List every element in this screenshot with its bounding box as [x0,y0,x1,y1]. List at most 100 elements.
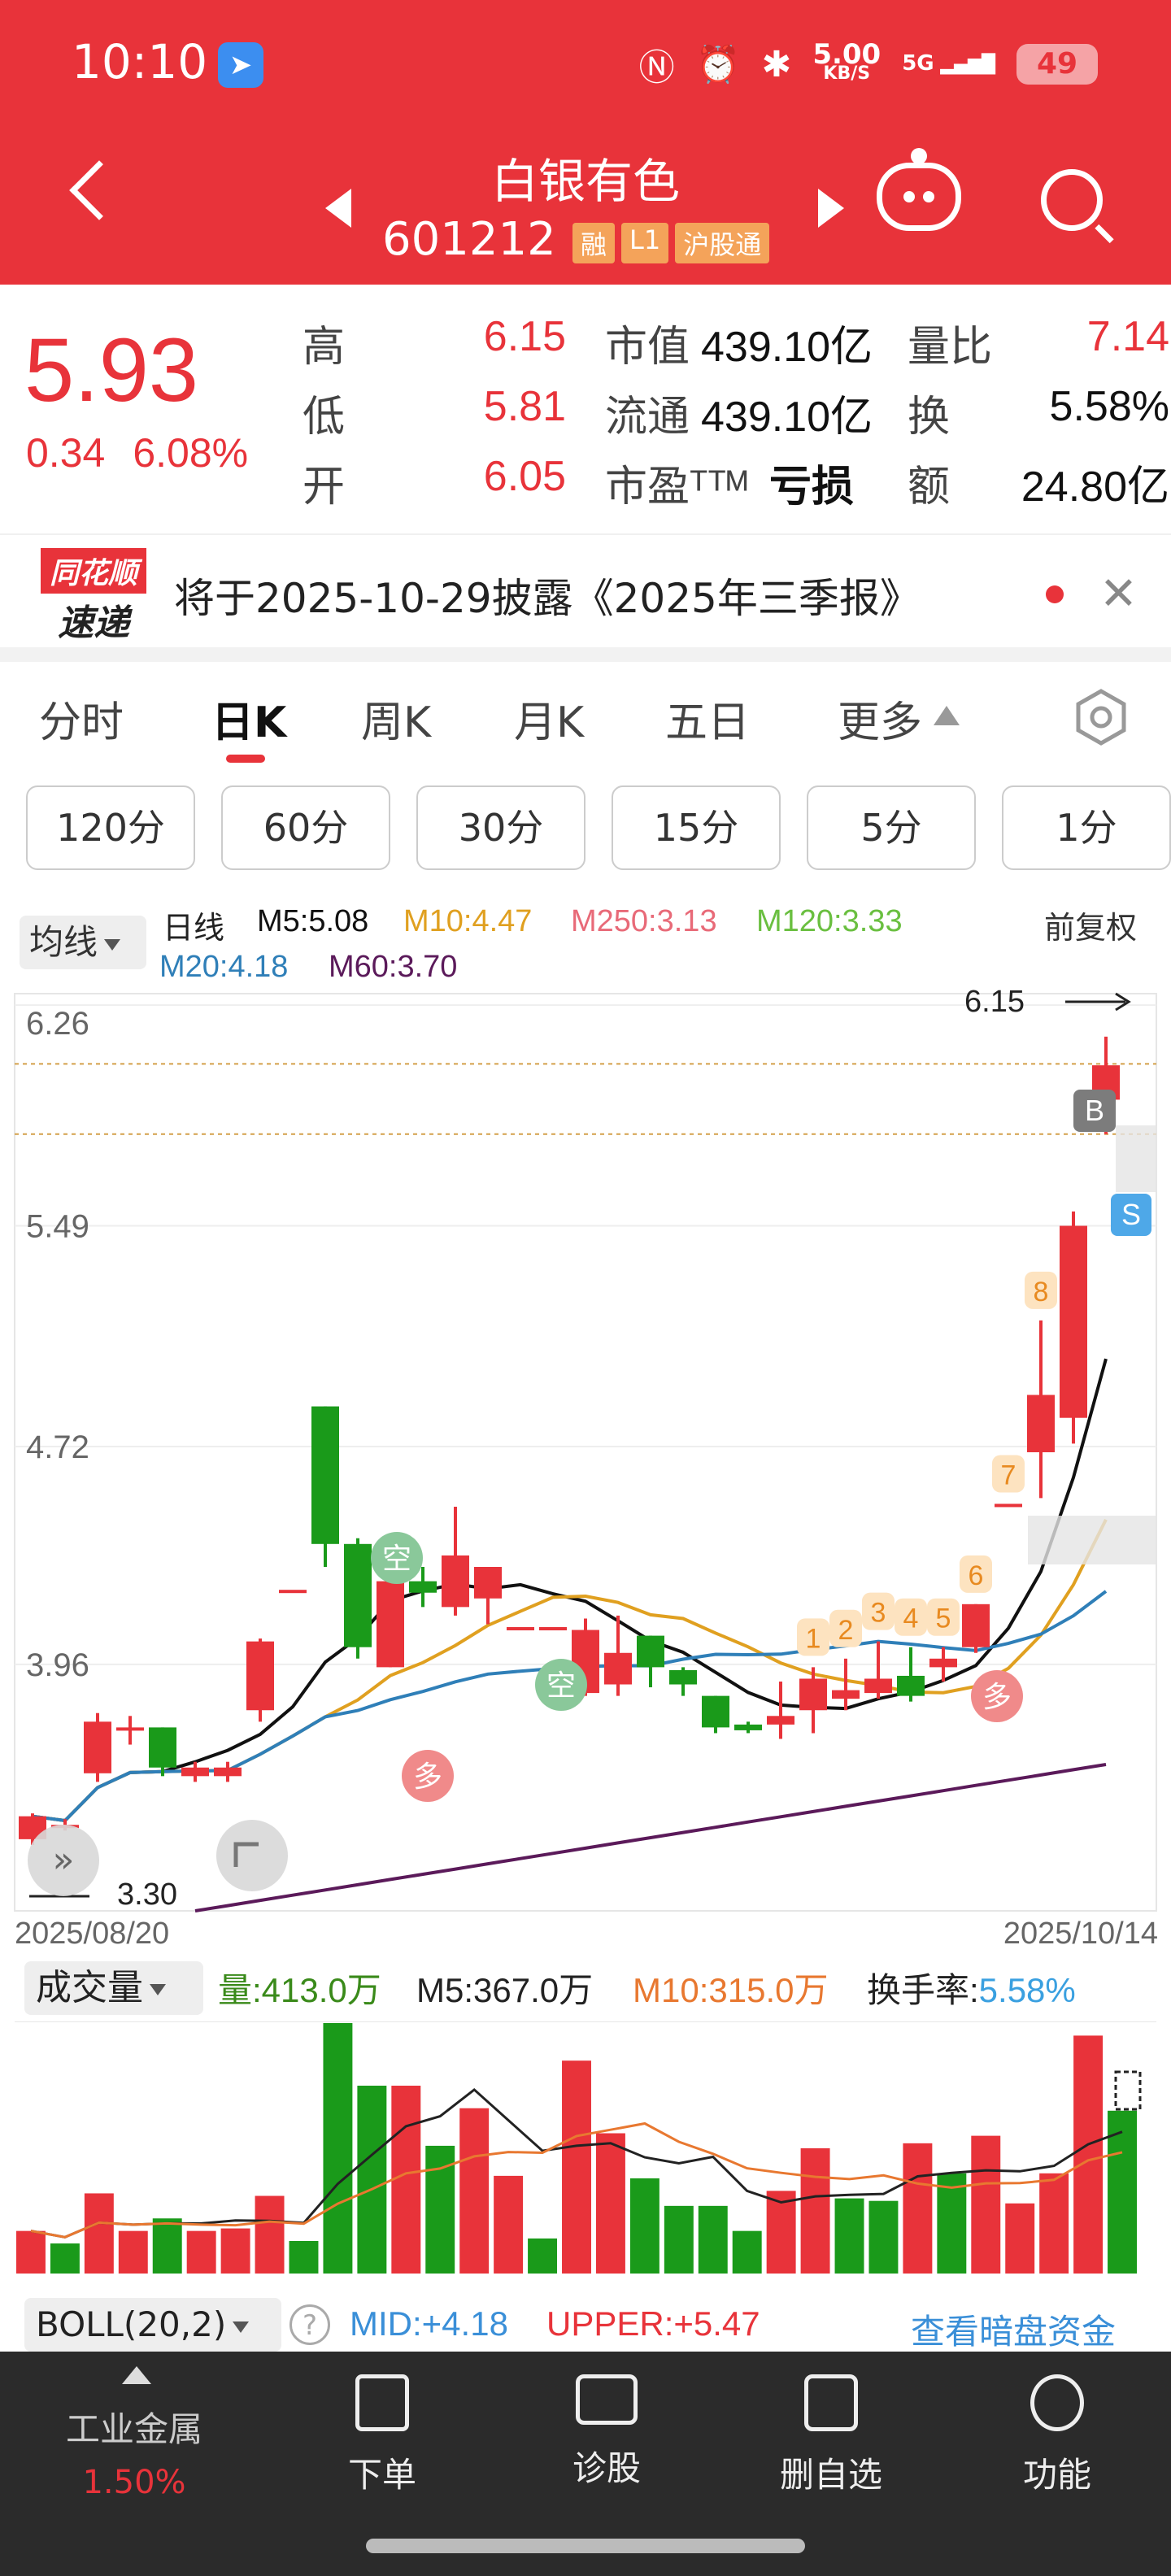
period-15min[interactable]: 15分 [612,785,781,870]
candle-body [116,1727,144,1731]
sector-name[interactable]: 工业金属 [65,2409,202,2449]
candle-body [442,1555,469,1608]
tab-daily-k[interactable]: 日K [211,698,287,747]
sell-badge-label: S [1121,1198,1141,1231]
tab-weekly-k[interactable]: 周K [361,698,432,747]
dark-pool-link[interactable]: 查看暗盘资金 [911,2313,1117,2351]
volume-ma10-line [30,2121,1123,2239]
volume-ratio-value: 7.14 [1086,313,1169,360]
remove-watchlist-button[interactable]: 删自选 [734,2374,929,2497]
volume-bar [255,2195,285,2274]
amount-value: 24.80亿 [1021,463,1169,511]
y-tick-label: 4.72 [26,1429,89,1465]
volume-bar [152,2218,182,2274]
chart-frame [14,993,1157,1912]
open-label: 开 [303,463,346,511]
tag-margin: 融 [572,223,616,263]
function-button[interactable]: 功能 [960,2374,1155,2497]
td-marker-label: 2 [838,1615,854,1646]
status-icons: Ⓝ ⏰ ✱ 5.00 KB/S 5G ▂▄▆█ 49 [639,36,1098,93]
diagnose-button[interactable]: 诊股 [509,2374,704,2491]
header-bar: 10:10 ➤ Ⓝ ⏰ ✱ 5.00 KB/S 5G ▂▄▆█ 49 白银有色 6… [0,0,1171,285]
volume-indicator-select[interactable]: 成交量 [24,1961,203,2015]
candlestick-chart[interactable]: 6.265.494.723.961 23 4 56786.153.30BS空空多多»2… [0,984,1171,1952]
tab-more[interactable]: 更多 [838,698,923,747]
td-marker [992,1455,1025,1493]
pe-label: 市盈ᵀᵀᴹ [605,463,748,511]
more-caret-icon [934,706,960,725]
notice-text[interactable]: 将于2025-10-29披露《2025年三季报》 [174,575,921,622]
notice-bar[interactable]: 同花顺 速递 将于2025-10-29披露《2025年三季报》 ✕ [0,533,1171,647]
ma5-value: M5:5.08 [257,904,369,938]
expand-left-button [28,1825,99,1896]
pe-value: 亏损 [769,463,855,511]
fullscreen-icon [233,1842,259,1867]
candle-body [409,1581,437,1593]
ma120-value: M120:3.33 [756,904,903,938]
volume-bar [289,2240,319,2274]
order-button[interactable]: 下单 [285,2374,480,2497]
help-icon[interactable]: ? [289,2304,330,2345]
tab-intraday[interactable]: 分时 [39,698,124,747]
td-marker-label: 1 [806,1623,821,1654]
stock-tags: 融 L1 沪股通 [572,223,770,263]
high-label: 高 [303,324,346,371]
period-60min[interactable]: 60分 [221,785,390,870]
prev-stock-icon[interactable] [325,189,351,228]
next-stock-icon[interactable] [818,189,844,228]
volume-bar [562,2060,591,2274]
candle-body [864,1678,892,1694]
fullscreen-button [216,1820,288,1891]
volume-bar [16,2230,46,2274]
candle-body [311,1406,339,1544]
boll-select[interactable]: BOLL(20,2) [24,2298,281,2352]
adjust-mode[interactable]: 前复权 [1044,912,1138,946]
low-mark-label: 3.30 [117,1878,177,1912]
range-shade [1116,1125,1156,1192]
volume-bar [84,2193,114,2274]
volume-bar [664,2205,694,2274]
indicator-select[interactable]: 均线 [20,916,146,969]
volume-bar [937,2173,967,2274]
tab-five-day[interactable]: 五日 [665,698,751,747]
volume-ma5: M5:367.0万 [416,1971,594,2009]
home-indicator[interactable] [366,2539,805,2553]
back-icon[interactable] [69,160,129,220]
expand-up-icon[interactable] [122,2366,151,2384]
dropdown-icon [104,938,121,951]
volume-bar [118,2230,148,2274]
battery-icon: 49 [1016,44,1098,85]
diagnose-icon [576,2374,638,2425]
period-1min[interactable]: 1分 [1002,785,1171,870]
candle-body [734,1724,762,1730]
volume-ma10: M10:315.0万 [633,1971,829,2009]
td-marker-label: 5 [936,1603,951,1634]
status-time: 10:10 [72,34,208,89]
signal-bubble-label: 空 [546,1669,576,1703]
change-percent: 6.08% [133,430,249,476]
td-marker [895,1598,927,1636]
period-5min[interactable]: 5分 [807,785,976,870]
sell-badge [1111,1194,1151,1236]
robot-assistant-icon[interactable] [877,163,961,231]
period-30min[interactable]: 30分 [416,785,586,870]
active-tab-indicator [226,755,265,763]
settings-icon[interactable] [1072,688,1130,746]
volume-bar [220,2228,250,2274]
search-icon[interactable] [1041,169,1103,231]
volume-chart[interactable] [0,2021,1171,2282]
volume-bar [528,2238,558,2274]
td-marker-label: 3 [871,1598,886,1629]
close-icon[interactable]: ✕ [1099,568,1138,620]
period-120min[interactable]: 120分 [26,785,195,870]
candle-body [214,1767,242,1777]
candle-body [995,1503,1022,1508]
td-marker [1025,1271,1057,1309]
tab-monthly-k[interactable]: 月K [514,698,585,747]
buy-badge [1073,1090,1116,1132]
signal-bubble [971,1670,1023,1722]
td-marker-label: 7 [1001,1460,1016,1490]
volume-bar [391,2086,421,2274]
volume-bar [1108,2110,1137,2274]
td-marker-label: 6 [969,1560,984,1591]
